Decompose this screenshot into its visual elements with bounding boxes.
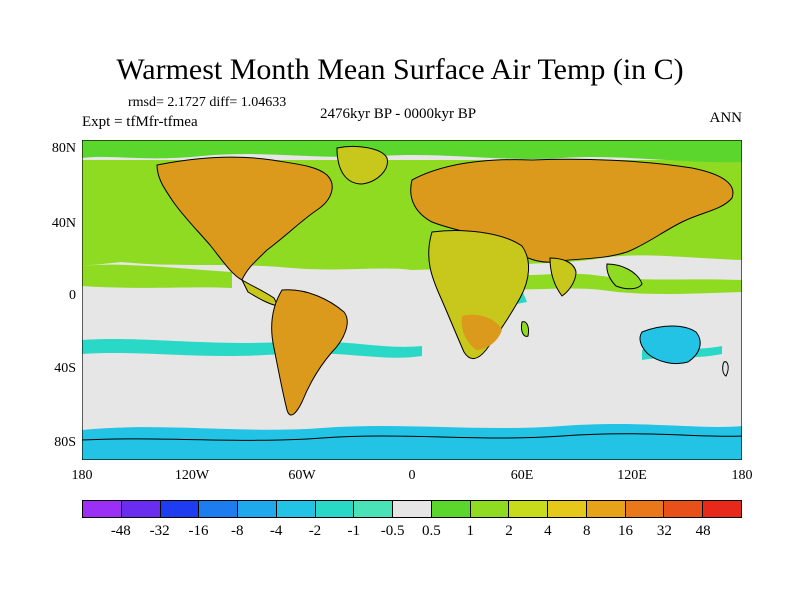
x-tick-180w: 180 <box>71 468 93 483</box>
colorbar-box <box>431 501 471 517</box>
colorbar-box <box>509 501 549 517</box>
colorbar-label: 0.5 <box>422 523 441 539</box>
antarctica-coast <box>82 433 742 441</box>
temperature-map <box>82 140 742 460</box>
colorbar-label: -1 <box>347 523 361 539</box>
colorbar-box <box>121 501 161 517</box>
east-pacific-band <box>482 273 742 294</box>
x-tick-180e: 180 <box>731 468 753 483</box>
colorbar-label: -0.5 <box>380 523 405 539</box>
y-tick-40s: 40S <box>54 361 76 376</box>
colorbar-label: 1 <box>466 523 474 539</box>
colorbar-box <box>664 501 704 517</box>
africa-land <box>428 230 529 359</box>
india-land <box>549 257 577 297</box>
colorbar-box <box>703 501 742 517</box>
antarctic-ocean-band <box>82 424 742 460</box>
y-tick-80s: 80S <box>54 435 76 450</box>
colorbar-label: 32 <box>656 523 672 539</box>
australia-land <box>639 325 701 365</box>
x-tick-60e: 60E <box>510 468 534 483</box>
tropical-ocean-band <box>82 264 232 288</box>
colorbar-box <box>625 501 665 517</box>
colorbar-box <box>548 501 587 517</box>
colorbar-label: 4 <box>544 523 552 539</box>
season-label: ANN <box>709 110 743 126</box>
colorbar-label: -8 <box>231 523 244 539</box>
south-america-land <box>271 289 348 416</box>
y-tick-0: 0 <box>69 288 76 303</box>
colorbar-box <box>238 501 277 517</box>
new-zealand-land <box>722 361 729 377</box>
x-tick-120w: 120W <box>174 468 210 483</box>
colorbar-box <box>160 501 200 517</box>
colorbar-box <box>393 501 432 517</box>
colorbar-label: -48 <box>110 523 131 539</box>
colorbar-box <box>199 501 239 517</box>
north-america-land <box>156 156 333 281</box>
southern-africa-warm <box>461 314 502 350</box>
experiment-label: Expt = tfMfr-tfmea <box>82 114 198 130</box>
colorbar-box <box>83 501 122 517</box>
colorbar-box <box>354 501 394 517</box>
x-tick-60w: 60W <box>288 468 316 483</box>
colorbar-label: -2 <box>308 523 322 539</box>
colorbar-label: -32 <box>149 523 170 539</box>
colorbar-box <box>470 501 510 517</box>
colorbar <box>82 500 742 518</box>
map-title: Warmest Month Mean Surface Air Temp (in … <box>116 53 684 86</box>
colorbar-label: -16 <box>188 523 209 539</box>
madagascar-land <box>521 321 529 337</box>
colorbar-label: 2 <box>505 523 513 539</box>
colorbar-box <box>276 501 316 517</box>
colorbar-box <box>586 501 626 517</box>
stats-label: rmsd= 2.1727 diff= 1.04633 <box>128 95 287 110</box>
arctic-ocean-region <box>82 140 742 163</box>
x-tick-120e: 120E <box>617 468 647 483</box>
southeast-asia-land <box>606 263 643 290</box>
y-tick-80n: 80N <box>51 141 76 156</box>
colorbar-label: 16 <box>618 523 634 539</box>
greenland-land <box>336 145 388 185</box>
colorbar-label: -4 <box>269 523 283 539</box>
period-label: 2476kyr BP - 0000kyr BP <box>320 106 477 122</box>
x-tick-0: 0 <box>408 468 416 483</box>
colorbar-label: 48 <box>695 523 711 539</box>
y-tick-40n: 40N <box>51 216 76 231</box>
colorbar-label: 8 <box>582 523 591 539</box>
colorbar-box <box>315 501 355 517</box>
